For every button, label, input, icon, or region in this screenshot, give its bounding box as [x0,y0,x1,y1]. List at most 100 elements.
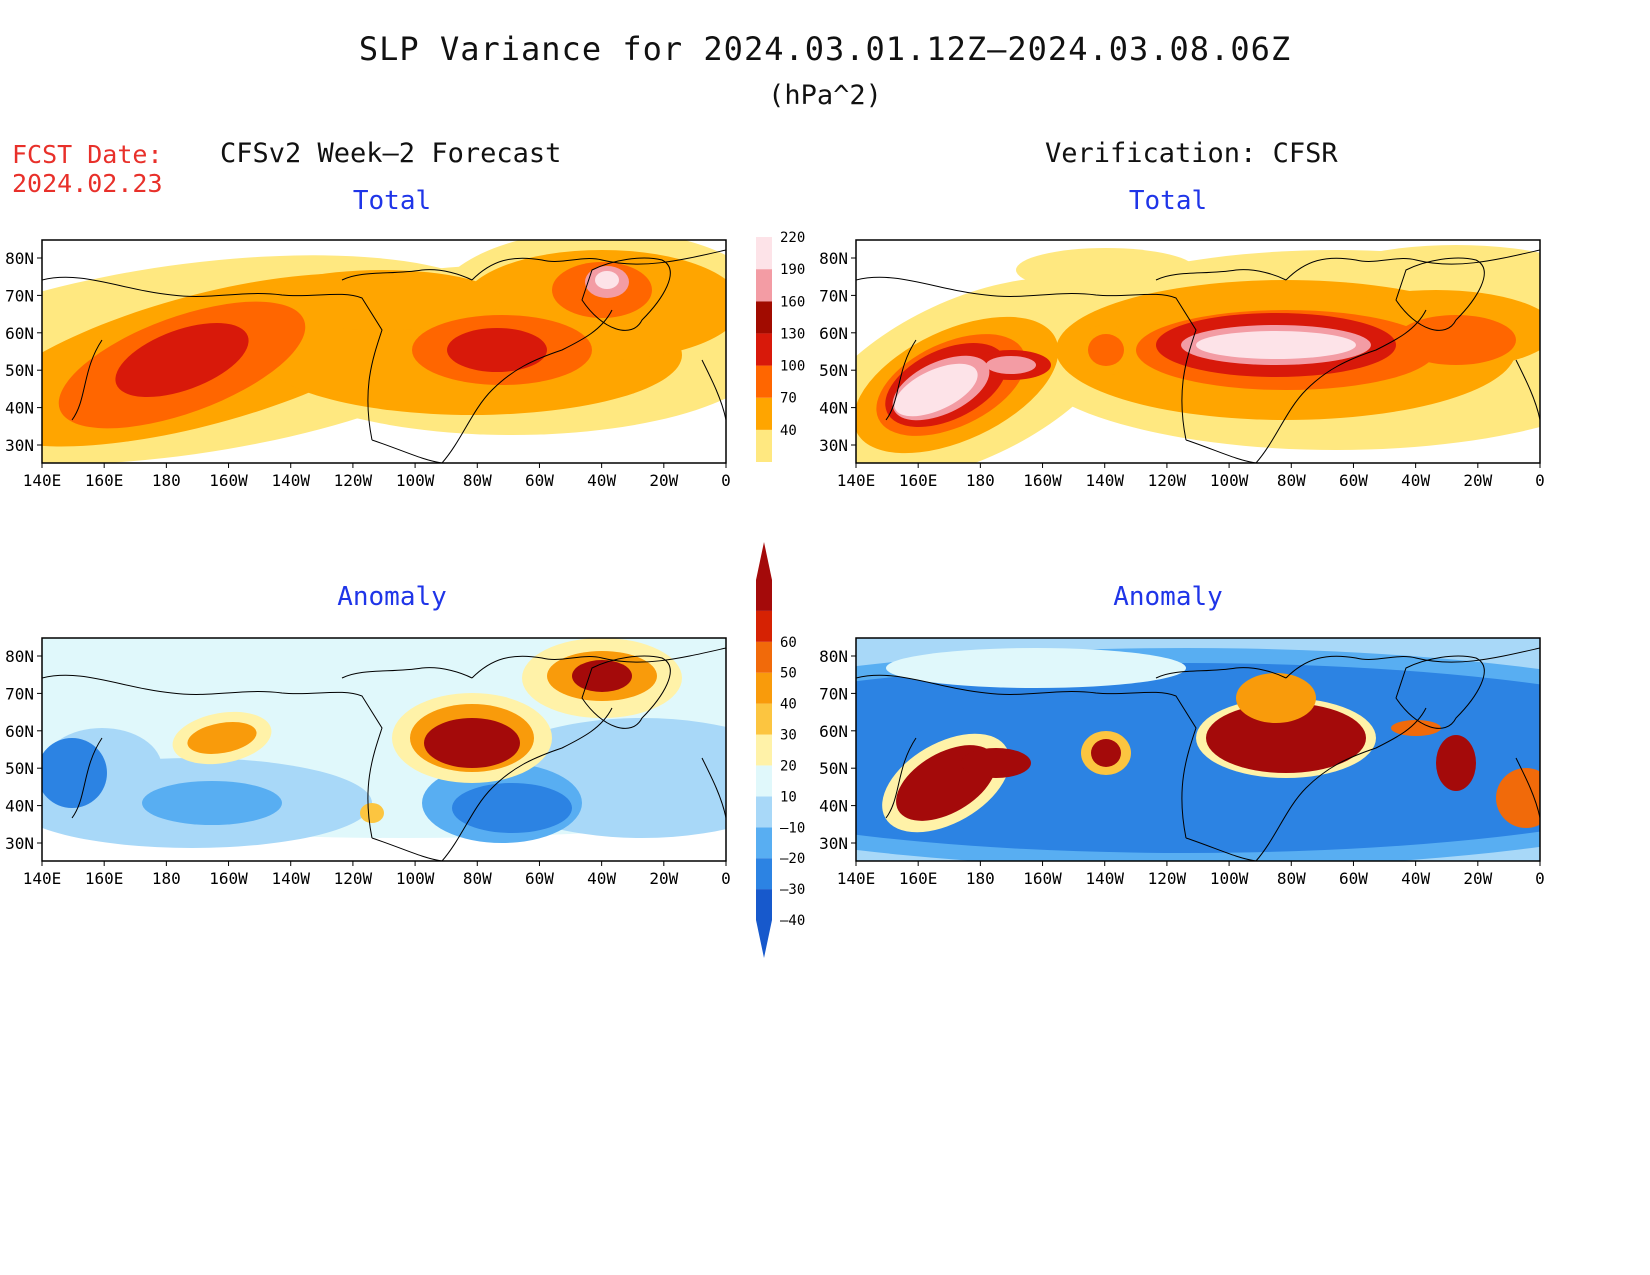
shaded-field [856,638,1540,861]
lat-tick-label: 50N [819,759,848,778]
lon-tick-label: 100W [1210,869,1249,888]
lon-tick-label: 120W [334,869,373,888]
coastline [42,276,383,441]
coastline [441,309,613,463]
colorbar-swatch [756,269,772,302]
lon-tick-label: 60W [1339,869,1368,888]
lon-tick-label: 140E [837,471,876,490]
lon-tick-label: 140W [1085,471,1124,490]
contour-region [961,748,1031,778]
lon-tick-label: 160E [85,471,124,490]
coastline [1255,707,1427,861]
coastline [1255,309,1427,463]
lon-tick-label: 0 [721,869,731,888]
colorbar-label: –10 [780,820,805,836]
lat-tick-label: 70N [819,286,848,305]
lon-tick-label: 40W [1401,869,1430,888]
contour-region [447,328,547,372]
contour-region [1016,248,1196,292]
contour-region [886,648,1186,688]
map-panel-2: 140E 160E 180 160W 140W 120W 100W 80W 60W 40W 20W 0… [819,239,1545,490]
coastline [1285,647,1540,679]
lon-tick-label: 60W [1339,471,1368,490]
coastline [1395,257,1485,331]
lat-tick-label: 30N [5,436,34,455]
forecast-date-caption: FCST Date: [12,140,163,169]
lat-tick-label: 70N [819,684,848,703]
lon-tick-label: 160E [85,869,124,888]
lon-tick-label: 100W [396,869,435,888]
lat-tick-label: 30N [819,834,848,853]
lon-tick-label: 180 [966,471,995,490]
coastline [1395,655,1485,729]
map-frame [41,637,727,862]
lat-tick-label: 40N [5,797,34,816]
colorbar-swatch [756,827,772,859]
colorbar-swatch [756,765,772,797]
contour-region [595,271,619,289]
colorbar-swatch [756,580,772,611]
contour-region [572,660,632,692]
lon-tick-label: 20W [1463,869,1492,888]
contour-region [452,783,572,833]
coastline [71,339,103,421]
coastline [471,249,726,281]
contour-region [42,738,107,808]
colorbar-swatch [756,397,772,430]
contour-region [894,363,978,417]
shaded-field [856,240,1540,463]
verification-anomaly-title: Anomaly [1113,582,1223,612]
contour-region [360,803,384,823]
units-label: (hPa^2) [768,80,882,111]
lon-tick-label: 80W [1277,869,1306,888]
lon-tick-label: 40W [587,471,616,490]
colorbar-swatch [756,641,772,673]
colorbar-label: 10 [780,789,797,805]
lon-tick-label: 180 [152,869,181,888]
coastline [701,359,726,421]
contour-region [115,323,249,397]
colorbar-label: 160 [780,294,805,310]
colorbar-label: 40 [780,423,797,439]
lat-tick-label: 40N [819,399,848,418]
colorbar-label: 50 [780,666,797,682]
main-title: SLP Variance for 2024.03.01.12Z–2024.03.… [358,30,1292,68]
colorbar-label: –20 [780,851,805,867]
forecast-total-title: Total [352,186,432,216]
forecast-anomaly-title: Anomaly [337,582,447,612]
lon-tick-label: 180 [966,869,995,888]
forecast-date-label: FCST Date: 2024.02.23 [12,140,163,198]
contour-region [1196,331,1356,359]
coastline [885,339,917,421]
coastline [701,757,726,819]
lon-tick-label: 0 [1535,869,1545,888]
lat-tick-label: 60N [819,324,848,343]
lat-tick-label: 60N [5,722,34,741]
colorbar-label: 190 [780,262,805,278]
lon-tick-label: 20W [1463,471,1492,490]
coastline [581,257,671,331]
contour-region [1396,315,1516,365]
contour-region [986,356,1036,374]
colorbar-swatch [756,858,772,890]
colorbar-swatch [756,796,772,828]
colorbar-swatch [756,889,772,920]
contour-region [1206,703,1366,773]
colorbar-swatch [756,333,772,366]
contour-region [1391,720,1441,736]
colorbar-label: 40 [780,697,797,713]
lon-tick-label: 120W [334,471,373,490]
coastlines [42,249,726,463]
colorbar-label: –40 [780,913,805,929]
coastline [885,737,917,819]
coastline [1515,359,1540,421]
coastline [341,667,473,679]
colorbar-arrow-bottom [756,920,772,958]
lon-tick-label: 0 [721,471,731,490]
lon-tick-label: 40W [587,869,616,888]
lon-tick-label: 80W [1277,471,1306,490]
lat-tick-label: 70N [5,286,34,305]
colorbar-label: 130 [780,326,805,342]
lon-tick-label: 140W [271,869,310,888]
